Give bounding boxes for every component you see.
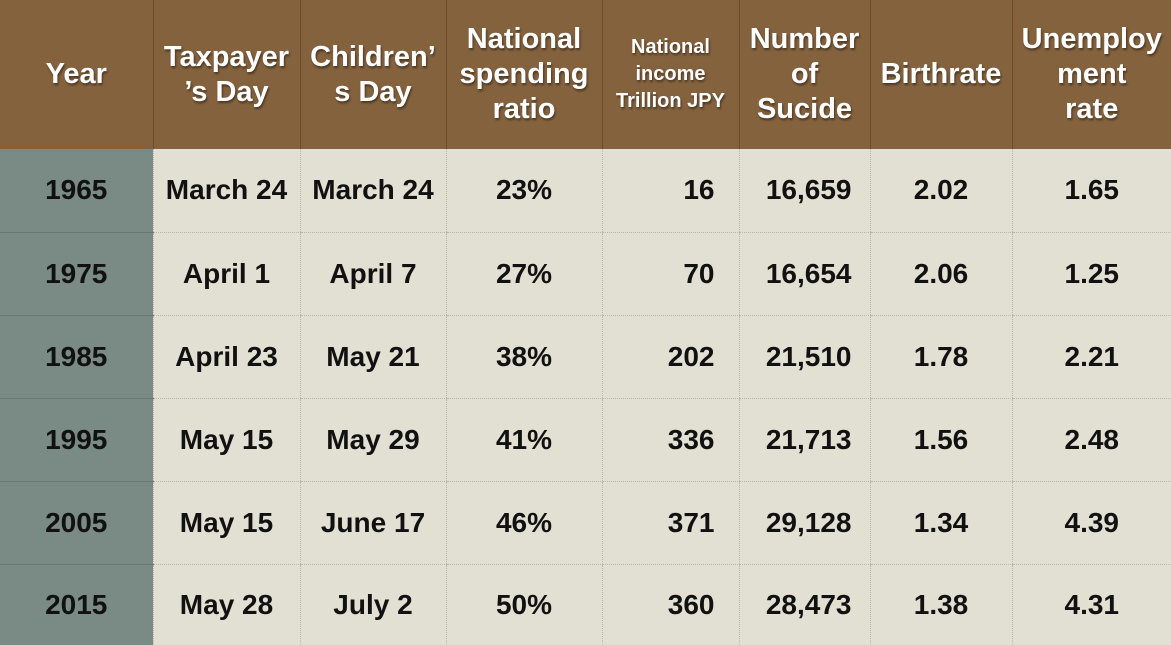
suicide-count-cell: 16,654 [738, 232, 870, 316]
table-row: 1995 May 15 May 29 41% 336 21,713 1.56 2… [0, 398, 1171, 482]
national-income-cell: 371 [601, 481, 739, 565]
childrens-day-cell: July 2 [299, 564, 446, 645]
childrens-day-cell: March 24 [299, 149, 446, 233]
childrens-day-cell: May 21 [299, 315, 446, 399]
header-childrens-day[interactable]: Children’ s Day [300, 0, 447, 149]
header-row: Year Taxpayer’s Day Children’ s Day Natio… [0, 0, 1171, 149]
table-row: 2005 May 15 June 17 46% 371 29,128 1.34 … [0, 481, 1171, 565]
header-unemployment-rate[interactable]: Unemploy ment rate [1012, 0, 1171, 149]
taxpayers-day-cell: April 1 [152, 232, 300, 316]
spending-ratio-cell: 46% [445, 481, 602, 565]
table-row: 1975 April 1 April 7 27% 70 16,654 2.06 … [0, 232, 1171, 316]
birthrate-cell: 1.34 [869, 481, 1012, 565]
taxpayers-day-cell: May 15 [152, 481, 300, 565]
national-income-cell: 70 [601, 232, 739, 316]
childrens-day-cell: April 7 [299, 232, 446, 316]
national-income-cell: 16 [601, 149, 739, 233]
suicide-count-cell: 28,473 [738, 564, 870, 645]
childrens-day-cell: May 29 [299, 398, 446, 482]
unemployment-rate-cell: 2.21 [1011, 315, 1171, 399]
suicide-count-cell: 21,713 [738, 398, 870, 482]
childrens-day-cell: June 17 [299, 481, 446, 565]
header-national-spending-ratio[interactable]: National spending ratio [446, 0, 603, 149]
year-cell: 1975 [0, 232, 153, 316]
taxpayers-day-cell: March 24 [152, 149, 300, 233]
table-row: 1985 April 23 May 21 38% 202 21,510 1.78… [0, 315, 1171, 399]
suicide-count-cell: 21,510 [738, 315, 870, 399]
national-income-cell: 360 [601, 564, 739, 645]
birthrate-cell: 2.02 [869, 149, 1012, 233]
header-number-of-suicide[interactable]: Number of Sucide [739, 0, 871, 149]
year-cell: 2005 [0, 481, 153, 565]
birthrate-cell: 2.06 [869, 232, 1012, 316]
year-cell: 1995 [0, 398, 153, 482]
unemployment-rate-cell: 2.48 [1011, 398, 1171, 482]
year-cell: 1965 [0, 149, 153, 233]
year-cell: 1985 [0, 315, 153, 399]
header-national-income[interactable]: National income Trillion JPY [602, 0, 740, 149]
spending-ratio-cell: 23% [445, 149, 602, 233]
spending-ratio-cell: 27% [445, 232, 602, 316]
unemployment-rate-cell: 1.65 [1011, 149, 1171, 233]
table-row: 2015 May 28 July 2 50% 360 28,473 1.38 4… [0, 564, 1171, 645]
birthrate-cell: 1.38 [869, 564, 1012, 645]
header-year[interactable]: Year [0, 0, 154, 149]
unemployment-rate-cell: 4.39 [1011, 481, 1171, 565]
national-income-cell: 336 [601, 398, 739, 482]
suicide-count-cell: 29,128 [738, 481, 870, 565]
spending-ratio-cell: 41% [445, 398, 602, 482]
suicide-count-cell: 16,659 [738, 149, 870, 233]
national-income-cell: 202 [601, 315, 739, 399]
birthrate-cell: 1.78 [869, 315, 1012, 399]
spending-ratio-cell: 38% [445, 315, 602, 399]
header-taxpayers-day[interactable]: Taxpayer’s Day [153, 0, 301, 149]
taxpayers-day-cell: April 23 [152, 315, 300, 399]
unemployment-rate-cell: 4.31 [1011, 564, 1171, 645]
taxpayers-day-cell: May 28 [152, 564, 300, 645]
birthrate-cell: 1.56 [869, 398, 1012, 482]
taxpayers-day-cell: May 15 [152, 398, 300, 482]
unemployment-rate-cell: 1.25 [1011, 232, 1171, 316]
header-birthrate[interactable]: Birthrate [870, 0, 1013, 149]
year-cell: 2015 [0, 564, 153, 645]
spending-ratio-cell: 50% [445, 564, 602, 645]
table-row: 1965 March 24 March 24 23% 16 16,659 2.0… [0, 149, 1171, 233]
